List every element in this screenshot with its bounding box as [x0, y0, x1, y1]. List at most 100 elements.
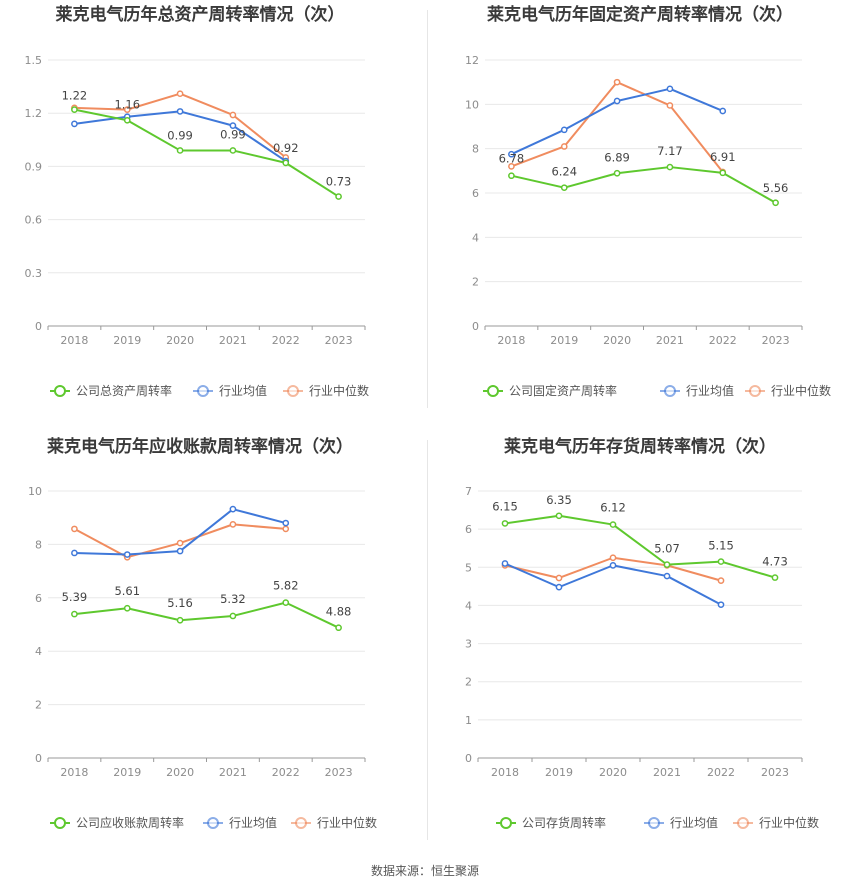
x-tick-label: 2019 [113, 334, 141, 347]
legend-label-industry_median: 行业中位数 [759, 815, 819, 830]
y-tick-label: 0 [35, 320, 42, 333]
data-point-company [229, 612, 237, 620]
data-point-company [123, 116, 131, 124]
chart-title: 莱克电气历年固定资产周转率情况（次） [487, 4, 793, 25]
y-tick-label: 10 [465, 98, 479, 111]
data-label: 6.78 [499, 152, 525, 166]
y-tick-label: 10 [28, 485, 42, 498]
data-point-industry_avg [508, 150, 515, 158]
data-label: 1.16 [114, 97, 140, 111]
legend-label-industry_avg: 行业均值 [686, 383, 734, 398]
legend-label-company: 公司应收账款周转率 [76, 815, 184, 830]
y-tick-label: 2 [35, 699, 42, 712]
data-point-industry_avg [555, 583, 563, 591]
data-point-industry_avg [71, 120, 78, 128]
data-point-industry_avg [123, 551, 131, 558]
x-tick-label: 2020 [603, 334, 631, 347]
data-point-company [335, 624, 342, 632]
data-point-industry_median [282, 525, 290, 533]
y-tick-label: 0 [472, 320, 479, 333]
legend-label-industry_median: 行业中位数 [317, 815, 377, 830]
data-point-industry_avg [229, 122, 237, 129]
y-tick-label: 0.9 [25, 160, 43, 173]
data-label: 5.15 [708, 539, 734, 553]
data-point-company [613, 169, 621, 177]
chart-fixed-asset-turnover-svg: 莱克电气历年固定资产周转率情况（次） 0 2 4 6 8 10 12 2018 2019 2020 2… [465, 4, 831, 398]
data-label: 6.91 [710, 150, 736, 164]
y-tick-label: 4 [35, 645, 42, 658]
chart-receivables-turnover-svg: 莱克电气历年应收账款周转率情况（次） 0 2 4 6 8 10 2018 2019 2020 202… [28, 436, 377, 830]
data-label: 4.88 [326, 605, 352, 619]
data-label: 5.07 [654, 542, 680, 556]
x-tick-label: 2020 [166, 334, 194, 347]
data-point-industry_avg [560, 126, 568, 134]
x-tick-label: 2023 [325, 766, 353, 779]
data-point-company [229, 147, 237, 154]
series-line-company [74, 108, 340, 198]
x-tick-label: 2022 [272, 334, 300, 347]
data-label: 5.56 [763, 181, 789, 195]
x-tick-label: 2019 [545, 766, 573, 779]
data-label: 0.99 [167, 128, 193, 142]
data-point-company [771, 574, 779, 581]
x-tick-label: 2021 [219, 334, 247, 347]
legend-marker-company [500, 817, 512, 829]
vertical-divider-bottom [427, 440, 428, 840]
data-point-company [176, 147, 184, 154]
data-point-company [609, 521, 617, 528]
legend-label-industry_avg: 行业均值 [219, 383, 267, 398]
legend-label-industry_avg: 行业均值 [670, 815, 718, 830]
data-point-industry_avg [71, 549, 78, 557]
data-point-industry_avg [717, 601, 725, 609]
data-point-industry_avg [609, 562, 617, 569]
chart-inventory-turnover-svg: 莱克电气历年存货周转率情况（次） 0 1 2 3 4 5 6 7 2018 2019 2020 2021… [465, 436, 819, 830]
data-point-industry_median [176, 539, 184, 547]
legend-marker-industry_avg [664, 385, 676, 397]
legend-marker-industry_avg [648, 817, 660, 829]
chart-total-asset-turnover-svg: 莱克电气历年总资产周转率情况（次） 0 0.3 0.6 0.9 1.2 1.5 2018 201… [25, 4, 370, 398]
x-tick-label: 2021 [653, 766, 681, 779]
legend-label-industry_avg: 行业均值 [229, 815, 277, 830]
data-label: 6.35 [546, 493, 572, 507]
data-point-company [663, 561, 671, 568]
data-label: 4.73 [762, 555, 788, 569]
y-tick-label: 2 [472, 276, 479, 289]
x-tick-label: 2018 [60, 766, 88, 779]
data-point-company [501, 520, 509, 527]
data-point-industry_median [613, 78, 621, 86]
chart-title: 莱克电气历年存货周转率情况（次） [504, 436, 776, 457]
data-point-company [555, 512, 563, 520]
data-label: 0.92 [273, 141, 299, 155]
x-tick-label: 2022 [709, 334, 737, 347]
series-line-company [74, 601, 340, 629]
data-label: 5.61 [114, 584, 140, 598]
y-tick-label: 2 [465, 676, 472, 689]
data-point-industry_avg [663, 572, 671, 580]
data-point-company [176, 616, 184, 624]
data-point-company [282, 599, 290, 606]
y-tick-label: 12 [465, 54, 479, 67]
data-source-note: 数据来源：恒生聚源 [370, 864, 479, 878]
data-label: 5.82 [273, 579, 299, 593]
data-point-industry_avg [501, 560, 509, 567]
legend-marker-company [487, 385, 499, 397]
data-point-company [71, 106, 78, 114]
series-line-industry_avg [504, 562, 722, 606]
data-point-company [719, 169, 727, 177]
data-point-industry_median [666, 102, 674, 109]
data-label: 6.89 [604, 150, 630, 164]
legend-label-company: 公司总资产周转率 [76, 383, 172, 398]
data-point-industry_median [71, 525, 78, 533]
legend-label-company: 公司固定资产周转率 [509, 383, 617, 398]
data-label: 5.16 [167, 596, 193, 610]
x-tick-label: 2022 [272, 766, 300, 779]
y-tick-label: 0.6 [25, 214, 43, 227]
legend-marker-company [54, 385, 66, 397]
data-point-industry_avg [613, 97, 621, 105]
data-point-industry_avg [176, 108, 184, 115]
data-point-industry_median [176, 90, 184, 98]
data-label: 5.32 [220, 592, 246, 606]
data-point-industry_median [560, 143, 568, 150]
data-label: 6.15 [492, 499, 518, 513]
legend-marker-company [54, 817, 66, 829]
